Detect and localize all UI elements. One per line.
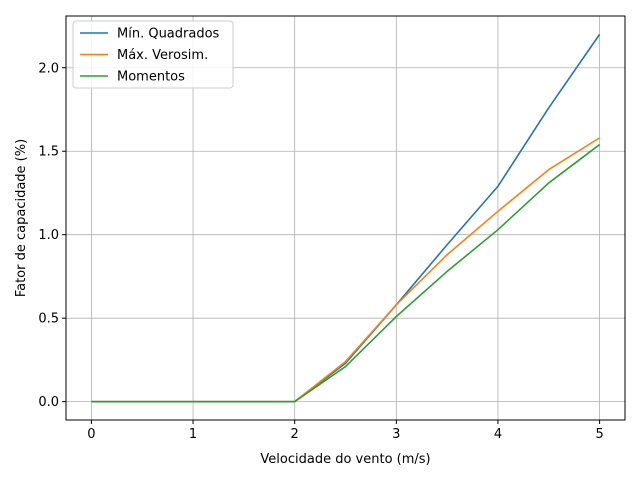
legend-label-2: Momentos xyxy=(117,70,185,85)
legend-box xyxy=(72,20,234,89)
grid xyxy=(66,16,625,420)
y-tick-label-2: 1.0 xyxy=(38,228,59,243)
series-line-2 xyxy=(91,143,601,403)
y-axis-label: Fator de capacidade (%) xyxy=(14,139,29,297)
x-tick-label-1: 1 xyxy=(189,427,197,442)
x-tick-label-2: 2 xyxy=(291,427,299,442)
x-tick-label-0: 0 xyxy=(87,427,95,442)
y-tick-label-1: 0.5 xyxy=(38,312,59,327)
plot-area-frame xyxy=(65,15,626,421)
series-lines xyxy=(91,33,601,403)
x-tick-label-3: 3 xyxy=(392,427,400,442)
x-axis-label: Velocidade do vento (m/s) xyxy=(260,452,430,467)
legend: Mín. Quadrados Máx. Verosim. Momentos xyxy=(72,20,234,89)
legend-label-1: Máx. Verosim. xyxy=(117,48,208,63)
y-tick-label-4: 2.0 xyxy=(38,61,59,76)
y-tick-label-0: 0.0 xyxy=(38,395,59,410)
y-axis-ticks: 0.0 0.5 1.0 1.5 2.0 xyxy=(38,61,66,410)
legend-label-0: Mín. Quadrados xyxy=(117,27,220,42)
y-tick-label-3: 1.5 xyxy=(38,145,59,160)
x-axis-ticks: 0 1 2 3 4 5 xyxy=(87,420,604,442)
x-tick-label-5: 5 xyxy=(595,427,603,442)
x-tick-label-4: 4 xyxy=(494,427,502,442)
